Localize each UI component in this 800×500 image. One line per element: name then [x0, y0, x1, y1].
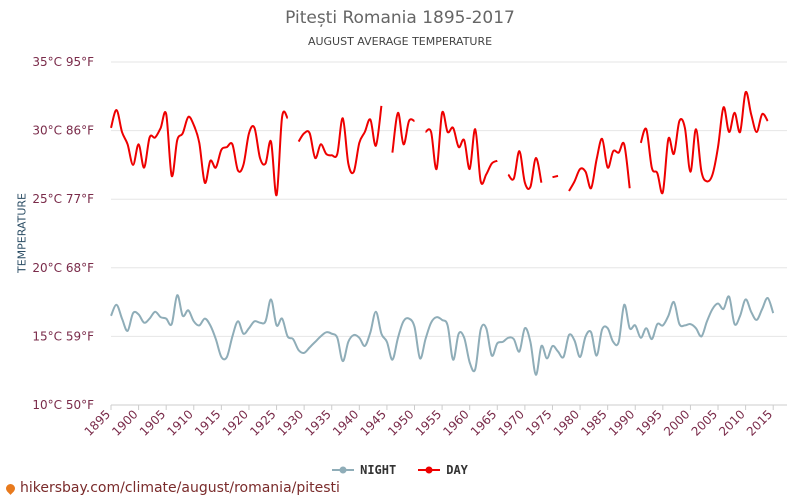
series-line-day [425, 110, 498, 185]
source-link[interactable]: hikersbay.com/climate/august/romania/pit… [4, 480, 340, 496]
x-tick-label: 1935 [302, 407, 333, 438]
y-tick-label: 30°C 86°F [32, 124, 94, 138]
series-line-night [110, 294, 775, 376]
x-tick-label: 1975 [523, 407, 554, 438]
legend-label-night: NIGHT [360, 463, 397, 477]
series-line-day [297, 105, 383, 175]
x-tick-label: 1985 [578, 407, 609, 438]
night-line-icon [332, 466, 355, 474]
chart-title: Pitești Romania 1895-2017 [285, 8, 515, 28]
legend-item-day[interactable]: DAY [418, 463, 468, 477]
x-tick-label: 2015 [744, 407, 775, 438]
x-tick-label: 1905 [137, 407, 168, 438]
x-tick-label: 1930 [275, 407, 306, 438]
y-tick-label: 20°C 68°F [32, 261, 94, 275]
y-tick-label: 10°C 50°F [32, 398, 94, 412]
y-tick-label: 25°C 77°F [32, 192, 94, 206]
x-tick-label: 1960 [440, 407, 471, 438]
source-url: hikersbay.com/climate/august/romania/pit… [20, 480, 340, 496]
x-tick-label: 1955 [413, 407, 444, 438]
x-tick-label: 1925 [247, 407, 278, 438]
x-tick-label: 1940 [330, 407, 361, 438]
x-tick-label: 1990 [606, 407, 637, 438]
x-tick-label: 1910 [164, 407, 195, 438]
series-line-day [568, 137, 631, 192]
series-line-day [110, 108, 289, 197]
day-line-icon [418, 466, 441, 474]
y-tick-label: 35°C 95°F [32, 55, 94, 69]
x-tick-label: 1920 [220, 407, 251, 438]
location-pin-icon [4, 481, 17, 495]
chart-subtitle: AUGUST AVERAGE TEMPERATURE [307, 35, 493, 48]
x-tick-label: 1915 [192, 407, 223, 438]
series-line-day [639, 91, 769, 195]
x-tick-label: 2010 [716, 407, 747, 438]
x-tick-label: 1980 [551, 407, 582, 438]
series-line-day [391, 111, 415, 153]
legend-item-night[interactable]: NIGHT [332, 463, 396, 477]
x-tick-label: 1995 [633, 407, 664, 438]
x-tick-label: 1945 [358, 407, 389, 438]
x-tick-label: 1970 [495, 407, 526, 438]
x-tick-label: 1950 [385, 407, 416, 438]
x-tick-label: 2005 [689, 407, 720, 438]
y-tick-label: 15°C 59°F [32, 329, 94, 343]
x-tick-label: 1965 [468, 407, 499, 438]
series-line-day [552, 174, 559, 179]
x-tick-label: 1900 [109, 407, 140, 438]
series-line-day [507, 150, 543, 190]
legend: NIGHT DAY [0, 463, 800, 477]
legend-label-day: DAY [446, 463, 468, 477]
x-tick-label: 2000 [661, 407, 692, 438]
